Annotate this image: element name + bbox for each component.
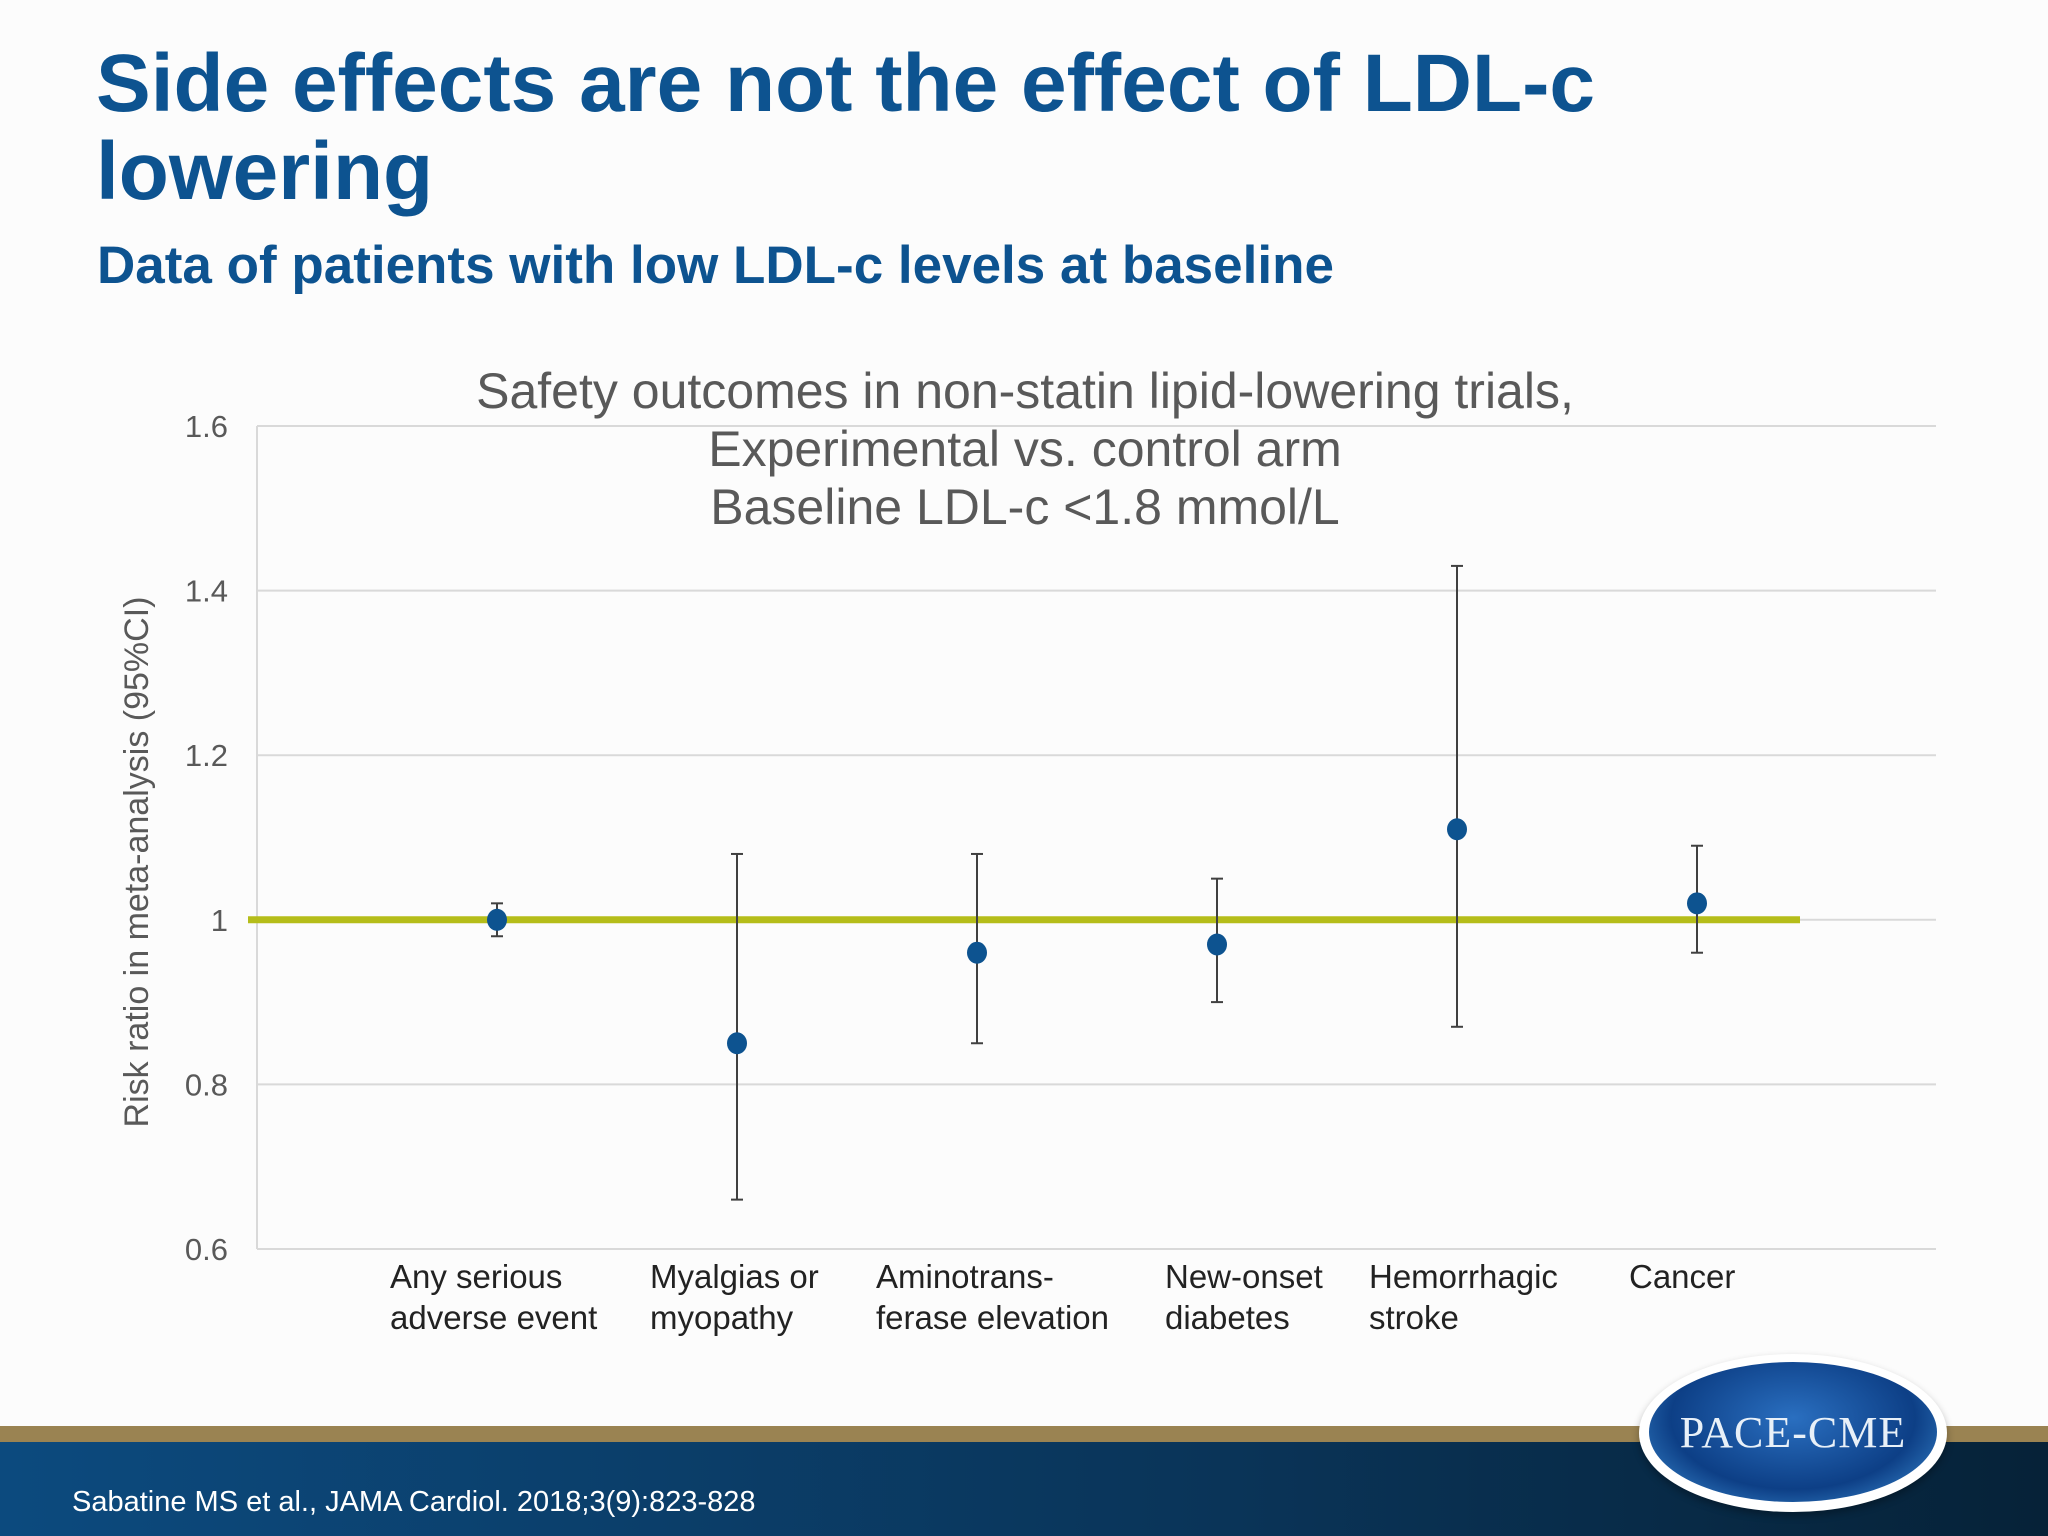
logo-text: PACE-CME	[1679, 1407, 1907, 1457]
x-category-label: Aminotrans-	[876, 1258, 1054, 1295]
x-category-label: Hemorrhagic	[1369, 1258, 1558, 1295]
data-point	[487, 908, 507, 931]
data-point	[967, 941, 987, 964]
y-tick-label: 1.6	[185, 409, 228, 444]
x-category-label: Any serious	[390, 1258, 562, 1295]
citation: Sabatine MS et al., JAMA Cardiol. 2018;3…	[72, 1486, 756, 1518]
y-tick-label: 1	[211, 903, 228, 938]
data-point	[1447, 818, 1467, 841]
pace-cme-logo: PACE-CME	[1639, 1354, 1947, 1512]
x-category-label: adverse event	[390, 1299, 597, 1336]
x-category-label: stroke	[1369, 1299, 1459, 1336]
y-tick-label: 1.4	[185, 574, 228, 609]
data-point	[1207, 933, 1227, 956]
chart-title-line: Safety outcomes in non-statin lipid-lowe…	[476, 363, 1574, 419]
slide-subtitle: Data of patients with low LDL-c levels a…	[97, 236, 1334, 295]
x-category-label: New-onset	[1165, 1258, 1323, 1295]
slide-title: Side effects are not the effect of LDL-c…	[96, 38, 1596, 217]
chart-title-line: Experimental vs. control arm	[708, 421, 1342, 477]
data-point	[1687, 892, 1707, 915]
y-tick-label: 0.8	[185, 1067, 228, 1102]
x-category-label: myopathy	[650, 1299, 794, 1336]
x-category-label: Myalgias or	[650, 1258, 819, 1295]
y-tick-label: 1.2	[185, 738, 228, 773]
x-category-label: ferase elevation	[876, 1299, 1109, 1336]
y-tick-label: 0.6	[185, 1232, 228, 1267]
x-category-label: Cancer	[1629, 1258, 1735, 1295]
y-axis-label: Risk ratio in meta-analysis (95%CI)	[118, 597, 156, 1128]
footer-band	[0, 1426, 2048, 1442]
x-category-label: diabetes	[1165, 1299, 1290, 1336]
chart-title-line: Baseline LDL-c <1.8 mmol/L	[710, 479, 1339, 535]
data-point	[727, 1032, 747, 1055]
